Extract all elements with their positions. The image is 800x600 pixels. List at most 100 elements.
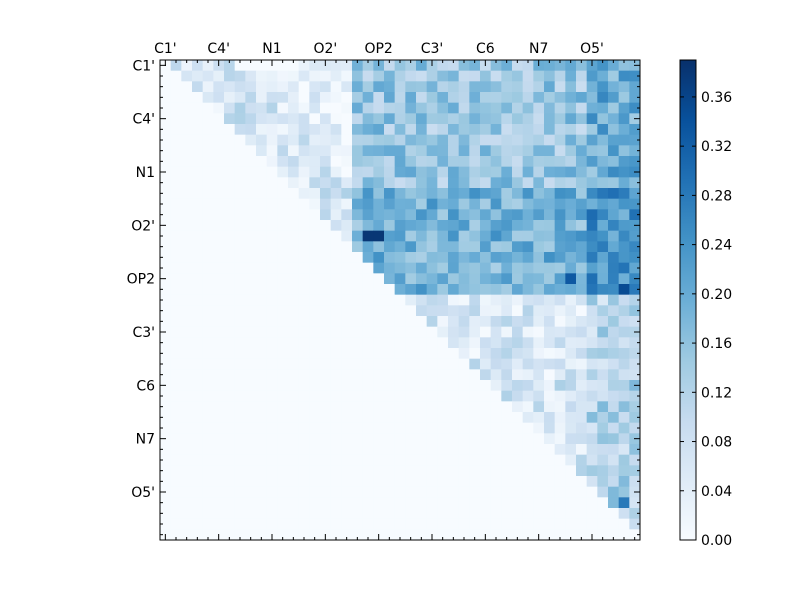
heatmap-cell: [618, 156, 630, 168]
heatmap-cell: [373, 444, 385, 456]
heatmap-cell: [202, 198, 214, 210]
heatmap-cell: [160, 305, 172, 317]
heatmap-cell: [298, 166, 310, 178]
heatmap-cell: [256, 294, 268, 306]
heatmap-cell: [298, 433, 310, 445]
heatmap-cell: [416, 262, 428, 274]
heatmap-cell: [224, 390, 236, 402]
heatmap-cell: [448, 326, 460, 338]
heatmap-cell: [394, 134, 406, 146]
heatmap-cell: [576, 81, 588, 93]
heatmap-cell: [192, 70, 204, 82]
heatmap-cell: [330, 497, 342, 509]
heatmap-cell: [234, 81, 246, 93]
heatmap-cell: [341, 166, 353, 178]
heatmap-cell: [352, 134, 364, 146]
heatmap-cell: [522, 273, 534, 285]
heatmap-cell: [352, 241, 364, 253]
heatmap-cell: [416, 380, 428, 392]
heatmap-cell: [213, 454, 225, 466]
heatmap-cell: [362, 92, 374, 104]
heatmap-cell: [224, 497, 236, 509]
heatmap-cell: [170, 92, 182, 104]
heatmap-cell: [533, 102, 545, 114]
heatmap-cell: [565, 529, 577, 541]
heatmap-cell: [341, 326, 353, 338]
heatmap-cell: [426, 444, 438, 456]
heatmap-cell: [288, 262, 300, 274]
heatmap-cell: [458, 465, 470, 477]
heatmap-cell: [256, 508, 268, 520]
heatmap-cell: [618, 188, 630, 200]
heatmap-cell: [544, 60, 556, 72]
heatmap-cell: [586, 156, 598, 168]
heatmap-cell: [213, 326, 225, 338]
heatmap-cell: [512, 92, 524, 104]
heatmap-cell: [512, 444, 524, 456]
heatmap-cell: [608, 134, 620, 146]
heatmap-cell: [416, 70, 428, 82]
heatmap-cell: [480, 358, 492, 370]
heatmap-cell: [288, 241, 300, 253]
heatmap-cell: [490, 145, 502, 157]
heatmap-cell: [394, 262, 406, 274]
heatmap-cell: [554, 476, 566, 488]
heatmap-cell: [522, 241, 534, 253]
heatmap-cell: [416, 166, 428, 178]
heatmap-cell: [341, 390, 353, 402]
heatmap-cell: [309, 230, 321, 242]
heatmap-cell: [469, 433, 481, 445]
heatmap-cell: [213, 102, 225, 114]
heatmap-cell: [384, 316, 396, 328]
heatmap-cell: [501, 369, 513, 381]
heatmap-cell: [192, 465, 204, 477]
heatmap-cell: [234, 518, 246, 530]
heatmap-cell: [266, 113, 278, 125]
y-tick-label: C6: [136, 378, 155, 394]
heatmap-cell: [426, 465, 438, 477]
heatmap-cell: [416, 81, 428, 93]
heatmap-cell: [512, 70, 524, 82]
heatmap-cell: [394, 81, 406, 93]
heatmap-cell: [437, 476, 449, 488]
heatmap-cell: [341, 518, 353, 530]
heatmap-cell: [426, 188, 438, 200]
heatmap-cell: [384, 454, 396, 466]
heatmap-cell: [416, 177, 428, 189]
heatmap-cell: [202, 348, 214, 360]
heatmap-cell: [544, 497, 556, 509]
heatmap-cell: [298, 241, 310, 253]
heatmap-cell: [181, 156, 193, 168]
heatmap-cell: [245, 113, 257, 125]
heatmap-cell: [458, 113, 470, 125]
heatmap-cell: [288, 454, 300, 466]
heatmap-cell: [234, 529, 246, 541]
heatmap-cell: [224, 305, 236, 317]
heatmap-cell: [181, 444, 193, 456]
heatmap-cell: [437, 284, 449, 296]
heatmap-cell: [565, 145, 577, 157]
heatmap-cell: [192, 124, 204, 136]
heatmap-cell: [362, 230, 374, 242]
heatmap-cell: [330, 113, 342, 125]
heatmap-cell: [522, 92, 534, 104]
heatmap-cell: [192, 508, 204, 520]
heatmap-cell: [405, 390, 417, 402]
heatmap-cell: [352, 209, 364, 221]
heatmap-cell: [181, 60, 193, 72]
heatmap-cell: [544, 70, 556, 82]
heatmap-cell: [256, 316, 268, 328]
heatmap-cell: [608, 124, 620, 136]
heatmap-cell: [416, 390, 428, 402]
heatmap-cell: [373, 230, 385, 242]
heatmap-cell: [266, 134, 278, 146]
heatmap-cell: [480, 177, 492, 189]
heatmap-cell: [522, 518, 534, 530]
heatmap-cell: [277, 145, 289, 157]
heatmap-cell: [288, 369, 300, 381]
heatmap-cell: [618, 337, 630, 349]
heatmap-cell: [586, 145, 598, 157]
heatmap-cell: [522, 177, 534, 189]
heatmap-cell: [309, 444, 321, 456]
heatmap-cell: [352, 401, 364, 413]
